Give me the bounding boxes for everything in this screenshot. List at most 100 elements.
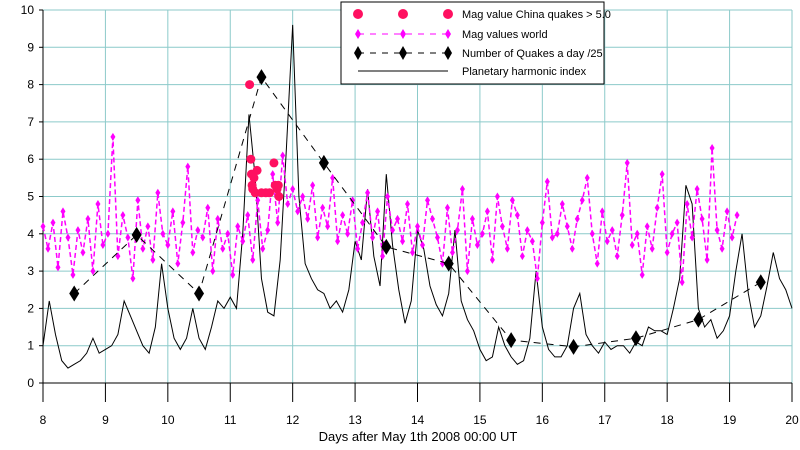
- x-axis-label: Days after May 1th 2008 00:00 UT: [319, 429, 518, 444]
- world-mag-point: [290, 185, 296, 194]
- world-mag-point: [175, 259, 181, 268]
- y-tick-label: 4: [27, 227, 34, 241]
- world-mag-point: [659, 170, 665, 179]
- world-mag-point: [150, 255, 156, 264]
- world-mag-point: [524, 226, 530, 235]
- world-mag-point: [360, 218, 366, 227]
- world-mag-point: [200, 233, 206, 242]
- world-mag-point: [554, 229, 560, 238]
- world-mag-point: [65, 233, 71, 242]
- world-mag-point: [45, 244, 51, 253]
- world-mag-point: [410, 248, 416, 257]
- quake-count-point: [69, 285, 80, 302]
- world-mag-point: [235, 222, 241, 231]
- x-tick-label: 20: [785, 413, 799, 427]
- world-mag-point: [609, 226, 615, 235]
- world-mag-point: [80, 248, 86, 257]
- quake-count-point: [630, 330, 641, 347]
- world-mag-point: [484, 207, 490, 216]
- quake-count-point: [256, 69, 267, 86]
- world-mag-point: [479, 229, 485, 238]
- china-quake-point: [246, 154, 256, 164]
- quake-count-line: [73, 76, 762, 348]
- world-mag-point: [689, 233, 695, 242]
- quake-count-point: [381, 238, 392, 255]
- legend-box: [340, 1, 605, 85]
- world-mag-point: [474, 240, 480, 249]
- world-mag-point: [310, 181, 316, 190]
- world-mag-point: [180, 218, 186, 227]
- world-mag-point: [260, 244, 266, 253]
- quake-count-point: [131, 226, 142, 243]
- world-mag-point: [709, 144, 715, 153]
- world-mag-point: [60, 207, 66, 216]
- x-tick-label: 9: [102, 413, 109, 427]
- y-tick-label: 9: [27, 40, 34, 54]
- world-mag-point: [594, 259, 600, 268]
- quake-count-point: [443, 255, 454, 272]
- x-tick-label: 8: [40, 413, 47, 427]
- world-mag-point: [340, 211, 346, 220]
- world-mag-point: [714, 226, 720, 235]
- world-mag-point: [639, 270, 645, 279]
- china-quake-point: [245, 80, 255, 90]
- x-tick-label: 11: [224, 413, 237, 427]
- world-mag-point: [724, 207, 730, 216]
- world-mag-point: [405, 199, 411, 208]
- world-mag-point: [499, 222, 505, 231]
- world-mag-point: [115, 252, 121, 261]
- world-mag-point: [70, 270, 76, 279]
- x-tick-label: 15: [473, 413, 487, 427]
- world-mag-point: [280, 151, 286, 160]
- legend-marker-china: [443, 9, 453, 19]
- world-mag-point: [509, 196, 515, 205]
- x-tick-label: 17: [598, 413, 612, 427]
- world-mag-point: [50, 218, 56, 227]
- world-mag-point: [75, 226, 81, 235]
- world-mag-point: [415, 222, 420, 231]
- world-mag-point: [395, 214, 401, 223]
- world-mag-point: [125, 233, 131, 242]
- world-mag-point: [574, 214, 580, 223]
- world-mag-point: [325, 222, 331, 231]
- world-mag-point: [734, 211, 740, 220]
- world-mag-point: [220, 244, 226, 253]
- x-tick-label: 19: [723, 413, 737, 427]
- world-mag-point: [215, 214, 221, 223]
- world-mag-point: [424, 196, 430, 205]
- world-mag-point: [584, 173, 590, 182]
- world-mag-point: [295, 207, 301, 216]
- quake-count-point: [506, 332, 517, 349]
- world-mag-point: [370, 233, 376, 242]
- world-mag-point: [494, 192, 500, 201]
- world-mag-point: [185, 162, 191, 171]
- world-mag-point: [250, 255, 256, 264]
- world-mag-point: [459, 185, 465, 194]
- world-mag-point: [335, 237, 341, 246]
- world-mag-point: [165, 240, 171, 249]
- world-mag-point: [549, 233, 555, 242]
- world-mag-point: [539, 218, 545, 227]
- world-mag-point: [350, 196, 356, 205]
- world-mag-point: [644, 222, 650, 231]
- grid: [43, 9, 793, 383]
- world-mag-point: [240, 237, 246, 246]
- world-mag-point: [90, 267, 96, 276]
- world-mag-point: [729, 233, 735, 242]
- world-mag-point: [429, 214, 435, 223]
- world-mag-point: [135, 196, 141, 205]
- world-mag-line: [42, 136, 738, 283]
- world-mag-point: [569, 244, 575, 253]
- y-tick-label: 3: [27, 264, 34, 278]
- x-tick-label: 13: [348, 413, 362, 427]
- world-mag-point: [390, 226, 396, 235]
- world-mag-point: [245, 211, 251, 220]
- legend-marker-count: [399, 46, 407, 60]
- world-mag-point: [619, 211, 625, 220]
- world-mag-point: [225, 229, 231, 238]
- world-mag-point: [255, 196, 261, 205]
- world-mag-point: [40, 222, 46, 231]
- series-layer: [40, 24, 793, 369]
- x-tick-label: 12: [286, 413, 300, 427]
